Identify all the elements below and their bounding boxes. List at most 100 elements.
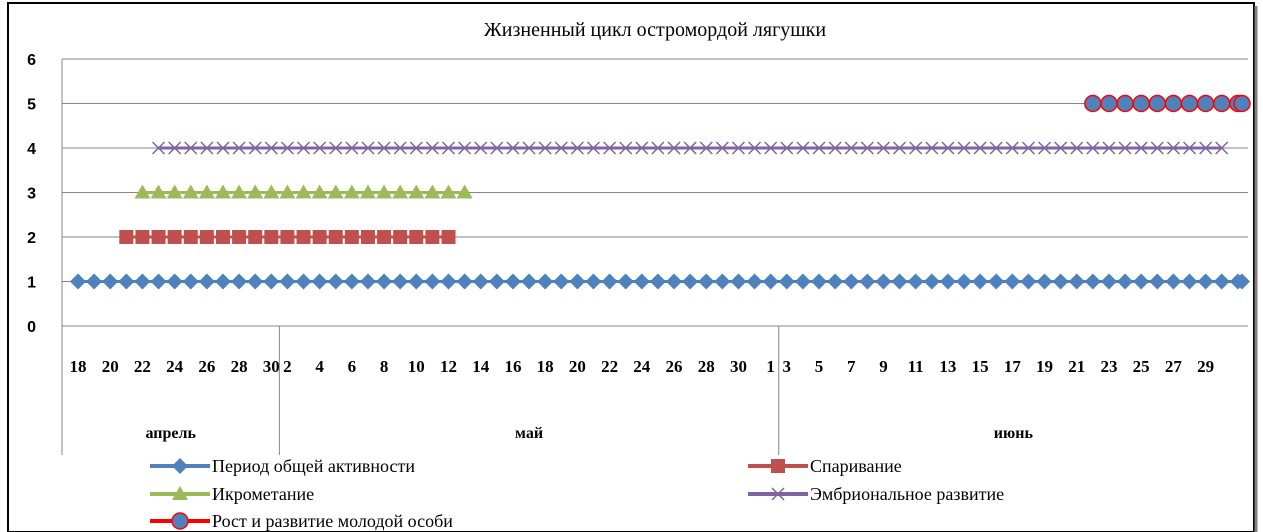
data-point bbox=[522, 141, 536, 155]
data-point bbox=[409, 141, 423, 155]
x-tick-label: 2 bbox=[283, 357, 292, 376]
x-tick-label: 27 bbox=[1165, 357, 1183, 376]
data-point bbox=[603, 141, 617, 155]
data-point bbox=[295, 273, 312, 290]
data-point bbox=[214, 273, 231, 290]
data-point bbox=[1052, 273, 1069, 290]
series bbox=[119, 230, 456, 244]
x-tick-label: 25 bbox=[1133, 357, 1150, 376]
data-point bbox=[812, 141, 826, 155]
x-tick-label: 18 bbox=[70, 357, 87, 376]
data-point bbox=[168, 141, 182, 155]
legend-label: Период общей активности bbox=[212, 456, 415, 476]
data-point bbox=[1038, 141, 1052, 155]
data-point bbox=[408, 184, 425, 199]
data-point bbox=[748, 141, 762, 155]
data-point bbox=[280, 230, 295, 244]
data-point bbox=[619, 141, 633, 155]
data-point bbox=[1054, 141, 1068, 155]
data-point bbox=[771, 459, 785, 473]
data-point bbox=[311, 273, 328, 290]
data-point bbox=[166, 273, 183, 290]
data-point bbox=[424, 184, 441, 199]
data-point bbox=[248, 230, 263, 244]
data-point bbox=[828, 141, 842, 155]
data-point bbox=[214, 184, 231, 199]
legend-item: Рост и развитие молодой особи bbox=[150, 511, 453, 531]
data-point bbox=[1166, 141, 1180, 155]
data-point bbox=[939, 273, 956, 290]
data-point bbox=[134, 184, 151, 199]
data-point bbox=[553, 273, 570, 290]
x-tick-label: 10 bbox=[408, 357, 425, 376]
data-point bbox=[118, 273, 135, 290]
data-point bbox=[440, 273, 457, 290]
data-point bbox=[586, 141, 601, 155]
data-point bbox=[393, 230, 408, 244]
data-point bbox=[1215, 141, 1229, 155]
data-point bbox=[875, 273, 892, 290]
data-point bbox=[231, 184, 248, 199]
data-point bbox=[860, 141, 874, 155]
data-point bbox=[859, 273, 876, 290]
data-point bbox=[441, 230, 456, 244]
data-point bbox=[1100, 94, 1118, 113]
y-tick-labels: 0 1 2 3 4 5 6 bbox=[27, 52, 36, 336]
data-point bbox=[988, 273, 1005, 290]
data-point bbox=[490, 141, 504, 155]
data-point bbox=[1150, 141, 1164, 155]
data-point bbox=[1117, 273, 1134, 290]
x-tick-label: 9 bbox=[879, 357, 888, 376]
series bbox=[70, 273, 1250, 290]
data-point bbox=[264, 230, 279, 244]
data-point bbox=[456, 273, 473, 290]
data-point bbox=[1036, 273, 1053, 290]
data-point bbox=[764, 141, 778, 155]
data-point bbox=[778, 273, 795, 290]
data-point bbox=[714, 273, 731, 290]
data-point bbox=[1086, 141, 1100, 155]
x-tick-label: 11 bbox=[908, 357, 924, 376]
axes bbox=[61, 59, 1248, 455]
data-point bbox=[1213, 273, 1230, 290]
data-point bbox=[973, 141, 987, 155]
data-point bbox=[554, 141, 568, 155]
data-point bbox=[313, 141, 327, 155]
data-point bbox=[70, 273, 86, 290]
data-point bbox=[972, 273, 989, 290]
data-point bbox=[172, 458, 188, 474]
y-tick-label: 1 bbox=[27, 275, 36, 292]
data-point bbox=[989, 141, 1003, 155]
data-point bbox=[1148, 94, 1167, 113]
data-point bbox=[1100, 273, 1117, 290]
data-point bbox=[1149, 273, 1166, 290]
data-point bbox=[731, 141, 745, 155]
x-tick-label: 19 bbox=[1036, 357, 1053, 376]
data-point bbox=[295, 184, 312, 199]
x-tick-label: 23 bbox=[1100, 357, 1117, 376]
legend-label: Эмбриональное развитие bbox=[810, 484, 1004, 504]
data-point bbox=[1005, 141, 1019, 155]
x-tick-label: 26 bbox=[666, 357, 683, 376]
data-point bbox=[762, 273, 779, 290]
data-point bbox=[215, 230, 230, 244]
data-point bbox=[263, 184, 280, 199]
legend-label: Рост и развитие молодой особи bbox=[212, 511, 453, 531]
data-point bbox=[198, 273, 215, 290]
data-point bbox=[456, 184, 473, 199]
x-tick-label: 20 bbox=[102, 357, 119, 376]
data-point bbox=[1182, 141, 1197, 155]
x-tick-label: 1 bbox=[766, 357, 775, 376]
x-tick-label: 3 bbox=[783, 357, 792, 376]
x-tick-labels: 18 20 22 24 26 28 30 2 4 6 8 10 12 14 16 18 20 22 24 26 28 30… bbox=[70, 357, 1215, 376]
data-point bbox=[232, 230, 247, 244]
data-point bbox=[329, 141, 343, 155]
data-point bbox=[667, 141, 681, 155]
data-point bbox=[359, 273, 376, 290]
data-point bbox=[474, 141, 488, 155]
x-tick-label: 28 bbox=[231, 357, 248, 376]
month-label: май bbox=[515, 425, 543, 442]
data-point bbox=[296, 230, 311, 244]
x-tick-label: 6 bbox=[348, 357, 357, 376]
